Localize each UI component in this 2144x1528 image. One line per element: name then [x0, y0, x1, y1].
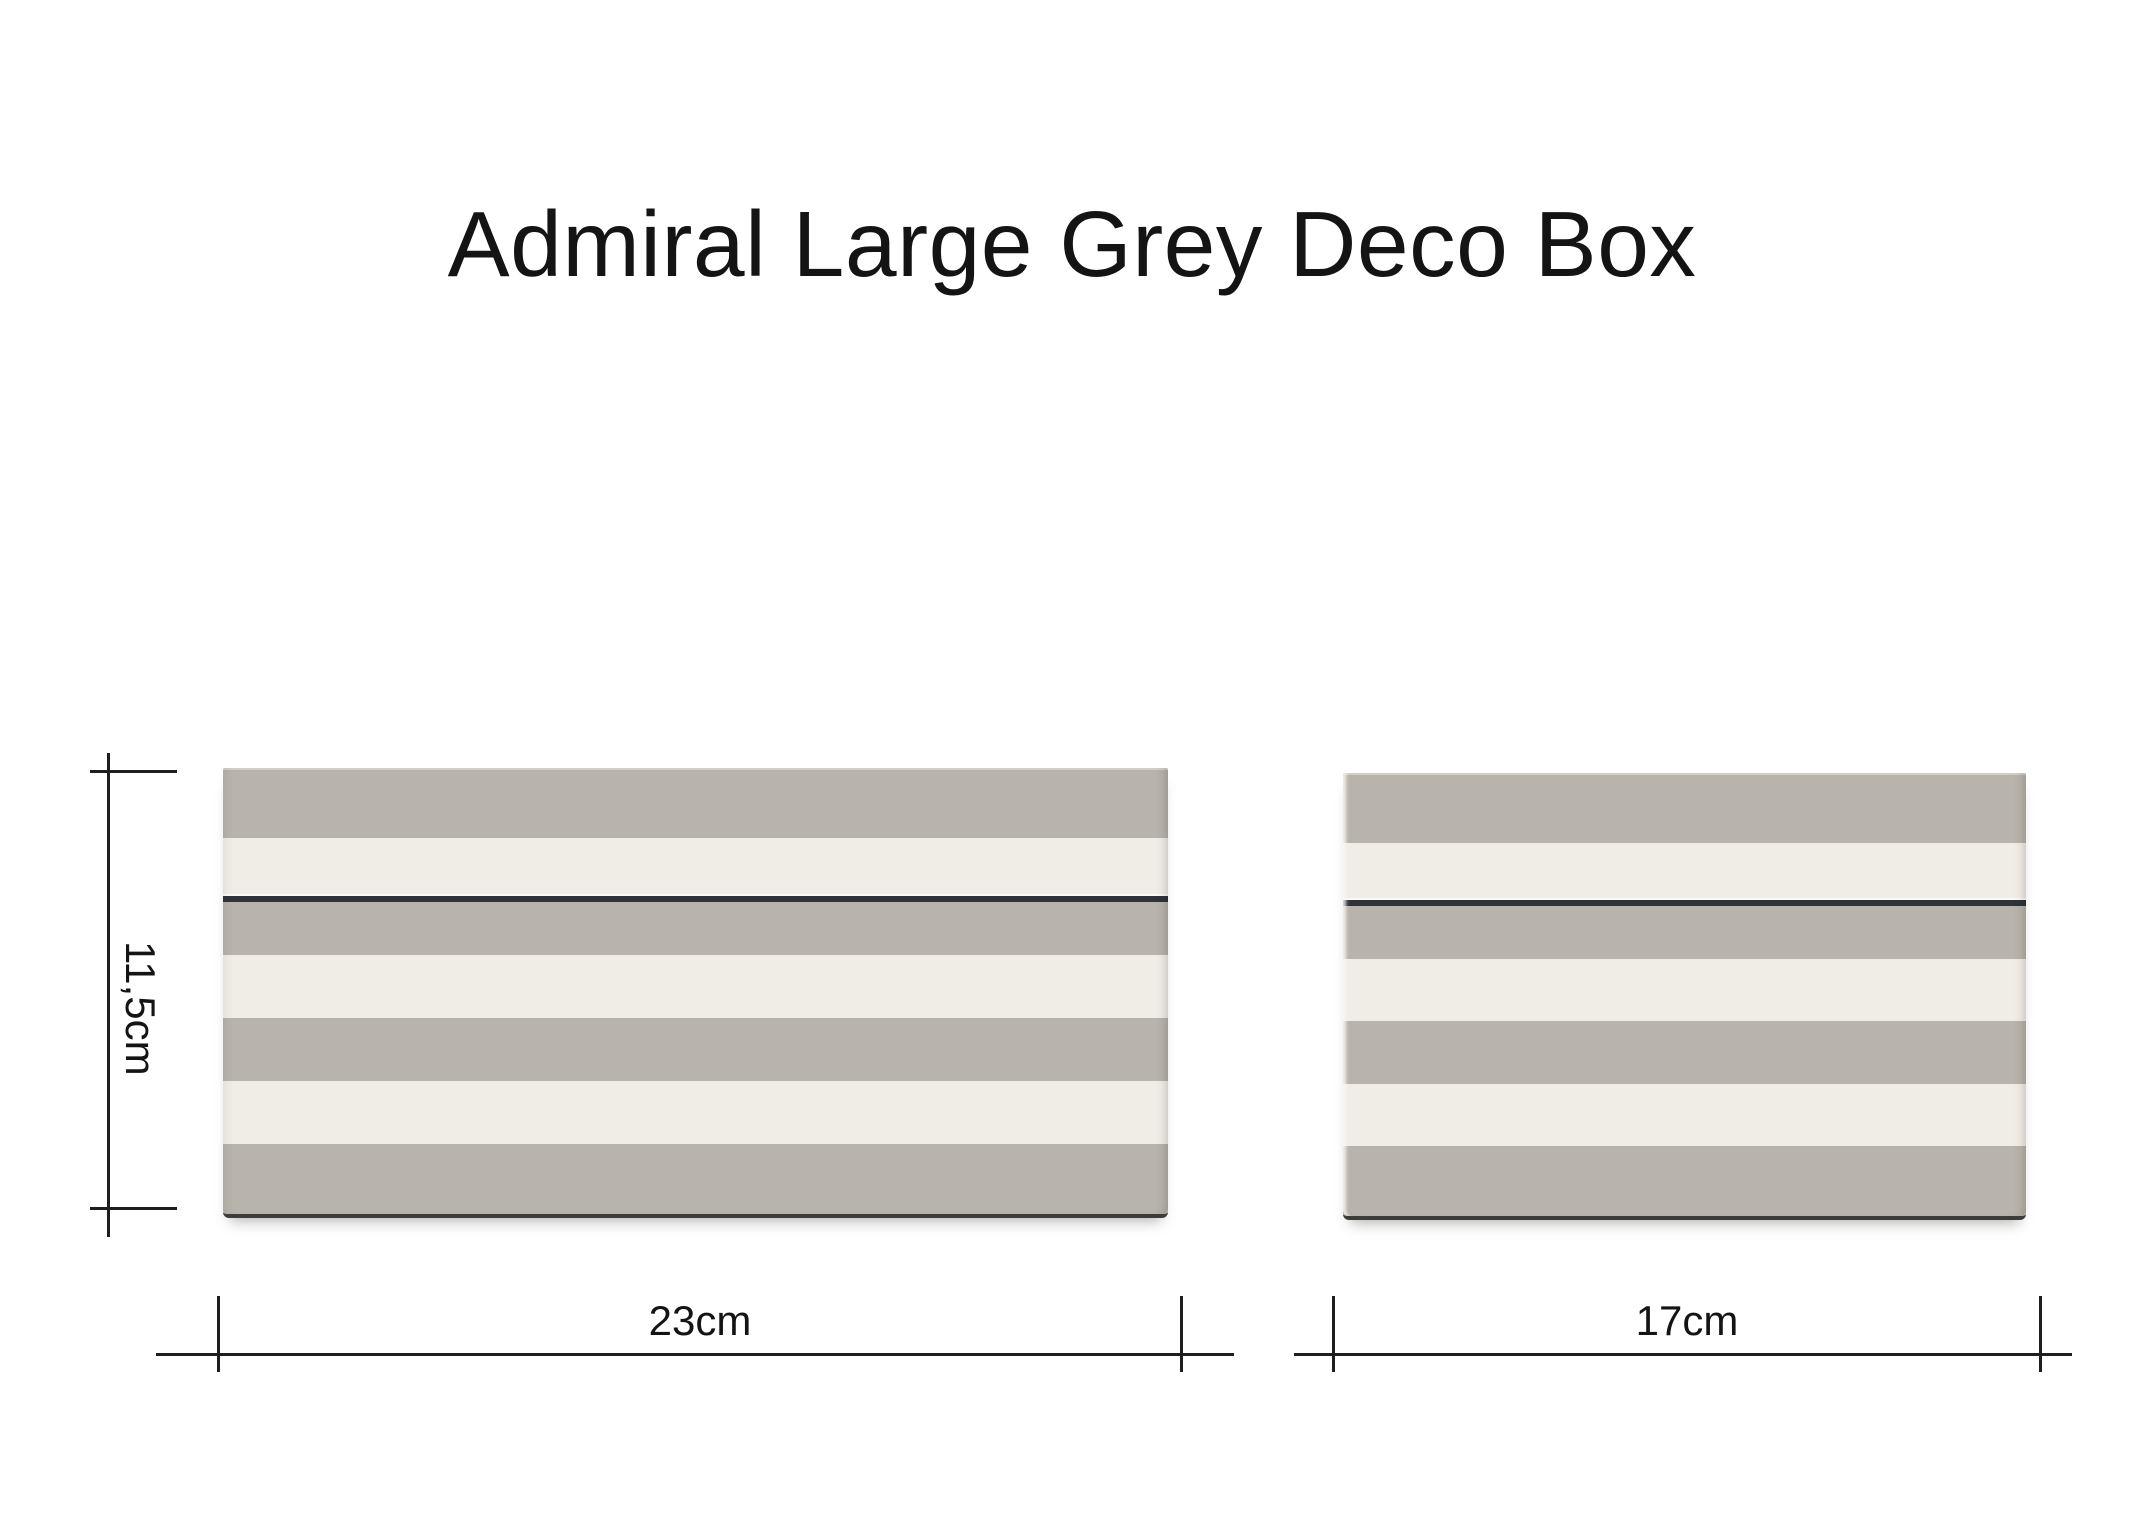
large-width-dimension-left-tick	[217, 1296, 220, 1372]
deco-box-small	[1343, 773, 2026, 1220]
large-width-dimension-line	[156, 1353, 1234, 1356]
small-width-dimension-line	[1294, 1353, 2072, 1356]
height-dimension-top-tick	[90, 770, 177, 773]
stripe-white	[1343, 842, 2026, 899]
stripe-white	[223, 955, 1168, 1018]
stripe-grey	[223, 1017, 1168, 1081]
height-dimension-bottom-tick	[90, 1207, 177, 1210]
small-width-dimension-label: 17cm	[1635, 1297, 1739, 1344]
stripe-grey	[1343, 773, 2026, 843]
stripe-white	[1343, 959, 2026, 1021]
stripe-grey	[223, 902, 1168, 956]
lid-seam	[223, 894, 1168, 903]
stripe-grey	[223, 1143, 1168, 1214]
large-width-dimension-right-tick	[1180, 1296, 1183, 1372]
lid-seam	[1343, 898, 2026, 907]
stripe-white	[1343, 1083, 2026, 1147]
small-width-dimension-left-tick	[1332, 1296, 1335, 1372]
deco-box-large	[223, 768, 1168, 1218]
stripe-grey	[1343, 1020, 2026, 1084]
page-title: Admiral Large Grey Deco Box	[447, 192, 1697, 297]
small-width-dimension-right-tick	[2039, 1296, 2042, 1372]
height-dimension-label: 11,5cm	[117, 941, 164, 1076]
large-width-dimension-label: 23cm	[648, 1297, 752, 1344]
stripe-grey	[1343, 1146, 2026, 1216]
stripe-white	[223, 838, 1168, 895]
stripe-grey	[1343, 906, 2026, 960]
stripe-grey	[223, 768, 1168, 839]
height-dimension-line	[107, 753, 110, 1237]
stripe-white	[223, 1080, 1168, 1144]
